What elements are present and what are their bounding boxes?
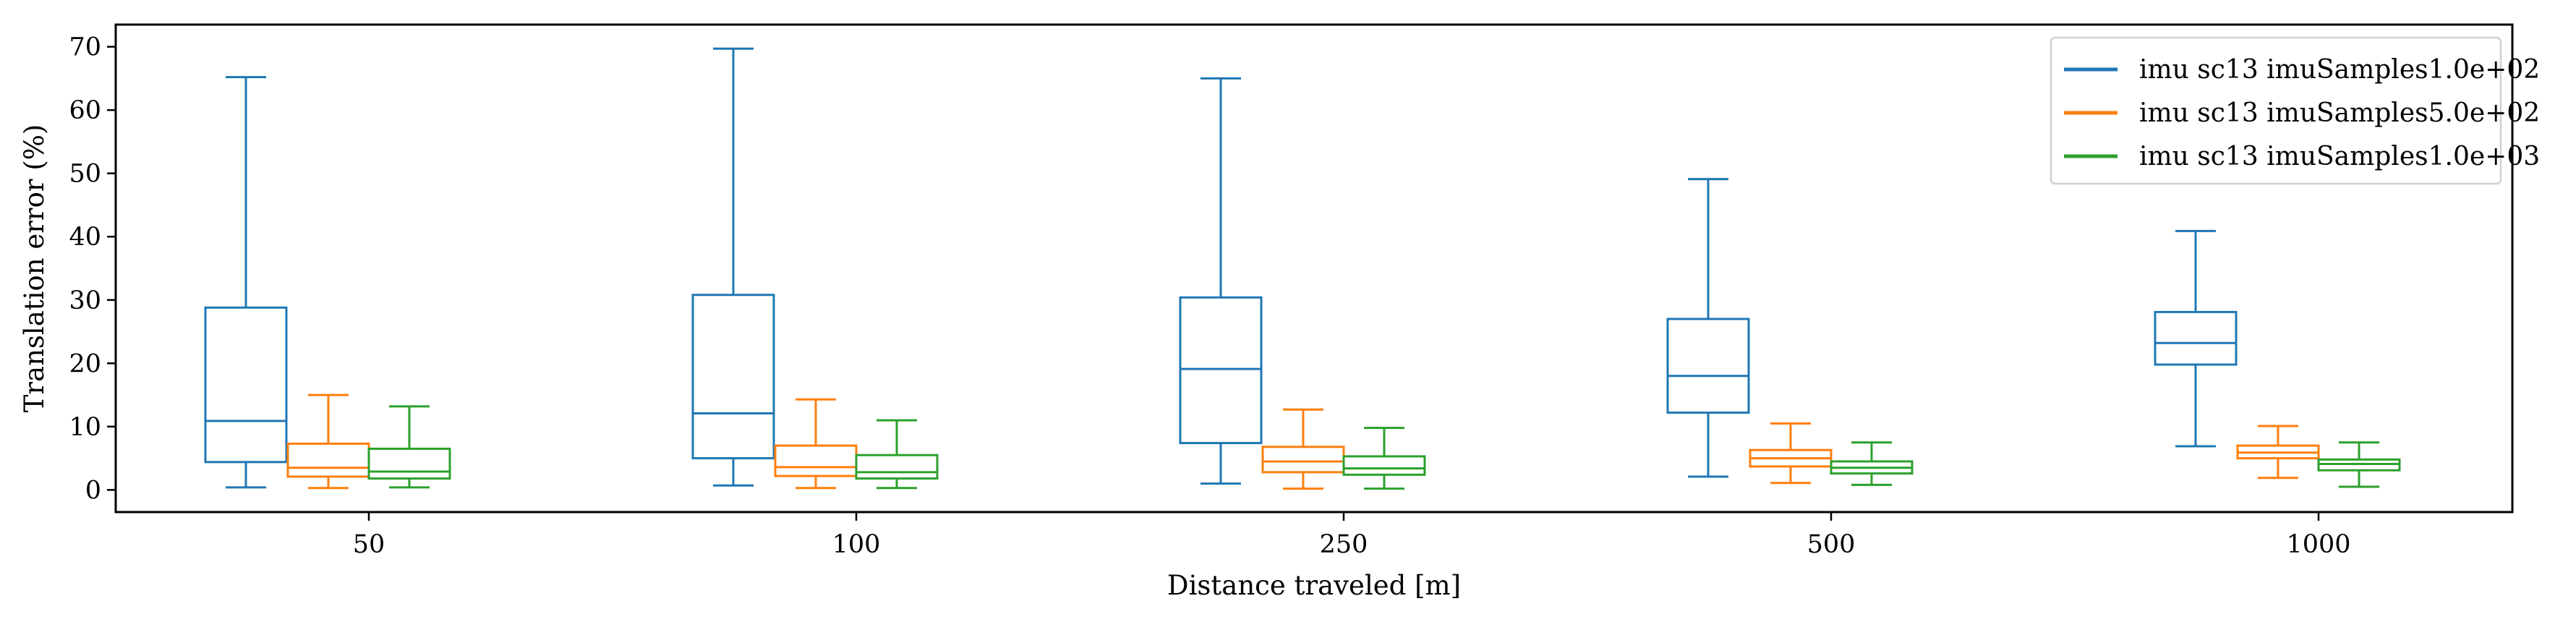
box-imu-sc13-imusamples1-0e-02-50 bbox=[204, 76, 288, 489]
y-tick-label: 50 bbox=[69, 160, 101, 189]
box-imu-sc13-imusamples1-0e-02-1000 bbox=[2154, 229, 2238, 448]
box-imu-sc13-imusamples5-0e-02-50 bbox=[286, 393, 370, 490]
box-iqr bbox=[2154, 310, 2238, 366]
y-tick-label: 10 bbox=[69, 413, 101, 442]
box-imu-sc13-imusamples1-0e-02-500 bbox=[1666, 178, 1750, 478]
y-tick-label: 70 bbox=[69, 33, 101, 62]
x-axis-label: Distance traveled [m] bbox=[1167, 570, 1461, 601]
box-imu-sc13-imusamples5-0e-02-1000 bbox=[2236, 425, 2320, 480]
box-imu-sc13-imusamples1-0e-02-250 bbox=[1179, 77, 1263, 485]
box-iqr bbox=[367, 447, 451, 480]
y-tick-label: 0 bbox=[85, 476, 101, 505]
box-imu-sc13-imusamples5-0e-02-500 bbox=[1749, 422, 1833, 485]
x-tick-label: 1000 bbox=[2286, 530, 2350, 559]
y-tick-label: 40 bbox=[69, 223, 101, 252]
plot-area bbox=[204, 47, 2401, 490]
box-iqr bbox=[1666, 318, 1750, 414]
legend-label: imu sc13 imuSamples1.0e+03 bbox=[2139, 142, 2540, 171]
y-tick-label: 20 bbox=[69, 349, 101, 378]
box-imu-sc13-imusamples1-0e-03-250 bbox=[1342, 427, 1426, 490]
box-imu-sc13-imusamples5-0e-02-250 bbox=[1261, 408, 1345, 490]
x-tick-label: 500 bbox=[1807, 530, 1856, 559]
box-imu-sc13-imusamples1-0e-03-100 bbox=[855, 419, 939, 490]
legend-box bbox=[2050, 36, 2502, 185]
box-iqr bbox=[204, 306, 288, 464]
box-imu-sc13-imusamples1-0e-03-50 bbox=[367, 405, 451, 489]
plot-frame bbox=[114, 23, 2514, 514]
x-tick-label: 50 bbox=[353, 530, 385, 559]
legend: imu sc13 imuSamples1.0e+02 imu sc13 imuSa… bbox=[2050, 36, 2540, 185]
y-tick-label: 30 bbox=[69, 286, 101, 315]
box-imu-sc13-imusamples5-0e-02-100 bbox=[774, 398, 858, 490]
y-tick-label: 60 bbox=[69, 96, 101, 125]
box-iqr bbox=[286, 442, 370, 478]
x-tick-label: 250 bbox=[1320, 530, 1368, 559]
legend-label: imu sc13 imuSamples1.0e+02 bbox=[2139, 55, 2540, 85]
x-tick-label: 100 bbox=[832, 530, 881, 559]
x-axis: 50 100 250 500 1000 bbox=[353, 512, 2351, 559]
box-imu-sc13-imusamples1-0e-03-1000 bbox=[2317, 441, 2401, 488]
box-iqr bbox=[774, 444, 858, 477]
box-iqr bbox=[1261, 446, 1345, 474]
box-imu-sc13-imusamples1-0e-03-500 bbox=[1830, 441, 1914, 486]
box-iqr bbox=[1342, 455, 1426, 476]
box-iqr bbox=[1179, 296, 1263, 445]
box-imu-sc13-imusamples1-0e-02-100 bbox=[691, 47, 775, 487]
box-iqr bbox=[855, 453, 939, 480]
box-iqr bbox=[691, 294, 775, 460]
y-axis-label: Translation error (%) bbox=[19, 124, 50, 413]
legend-label: imu sc13 imuSamples5.0e+02 bbox=[2139, 98, 2540, 128]
y-axis: 0 10 20 30 40 50 60 70 bbox=[69, 33, 116, 505]
